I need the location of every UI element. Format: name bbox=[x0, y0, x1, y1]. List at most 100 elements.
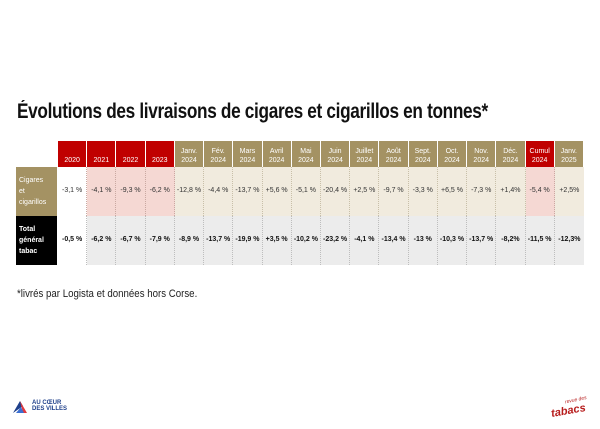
table-cell: -3,1 % bbox=[58, 167, 88, 216]
column-header-line-1: 2022 bbox=[122, 156, 139, 164]
column-header-line-2: 2024 bbox=[181, 156, 197, 164]
table-cell: -3,3 % bbox=[408, 167, 438, 216]
column-header-line-1: Janv. bbox=[560, 148, 577, 155]
row-label-line: général bbox=[19, 237, 44, 244]
row-label-line: cigarillos bbox=[19, 199, 47, 206]
table-cell: -10,3 % bbox=[437, 216, 468, 265]
page-title: Évolutions des livraisons de cigares et … bbox=[17, 100, 488, 123]
table-cell: +2,5% bbox=[554, 167, 584, 216]
table-cell: -12,3% bbox=[554, 216, 584, 265]
column-header-line-2: 2024 bbox=[239, 156, 256, 164]
column-header-line-1: 2023 bbox=[151, 156, 168, 164]
logo-mark-icon bbox=[12, 398, 28, 414]
table-cell: -13,7 % bbox=[467, 216, 497, 265]
row-label: Cigares et cigarillos bbox=[16, 167, 58, 216]
column-header: Mars 2024 bbox=[233, 141, 263, 167]
table-cell: -0,5 % bbox=[58, 216, 88, 265]
column-header-line-1: Janv. bbox=[180, 148, 198, 155]
row-label: Total général tabac bbox=[16, 216, 58, 265]
column-header: Avril 2024 bbox=[262, 141, 292, 167]
table-cell: -6,7 % bbox=[116, 216, 146, 265]
column-header-line-2: 2024 bbox=[502, 156, 519, 164]
column-header: Juillet 2024 bbox=[350, 141, 380, 167]
au-coeur-des-villes-logo: AU CŒUR DES VILLES bbox=[12, 398, 67, 414]
column-header-line-1: Sept. bbox=[414, 148, 431, 155]
revue-des-tabacs-logo: revue des tabacs bbox=[546, 395, 587, 420]
table-cell: -5,1 % bbox=[291, 167, 321, 216]
column-header-line-1: Cumul bbox=[529, 148, 550, 155]
footnote: *livrés par Logista et données hors Cors… bbox=[17, 288, 198, 300]
table-cell: -9,3 % bbox=[116, 167, 146, 216]
table-cell: +6,5 % bbox=[437, 167, 468, 216]
table-cell: -6,2 % bbox=[145, 167, 175, 216]
table-cell: -7,9 % bbox=[145, 216, 175, 265]
column-header: 2020 bbox=[58, 141, 88, 167]
column-header-line-2: 2024 bbox=[414, 156, 431, 164]
column-header-line-1: Août bbox=[386, 148, 401, 155]
column-header-line-2: 2024 bbox=[356, 156, 373, 164]
column-header-line-1: Fév. bbox=[211, 148, 225, 155]
column-header-line-2: 2024 bbox=[327, 156, 343, 164]
column-header: Déc. 2024 bbox=[496, 141, 526, 167]
column-header-line-2: 2024 bbox=[385, 156, 402, 164]
column-header: Janv. 2025 bbox=[554, 141, 584, 167]
column-header-line-2: 2024 bbox=[444, 156, 460, 164]
column-header-line-1: Oct. bbox=[445, 148, 459, 155]
column-header: Fév. 2024 bbox=[204, 141, 234, 167]
column-header: Janv. 2024 bbox=[174, 141, 205, 167]
row-label-line: et bbox=[19, 188, 25, 195]
table-cell: -13,4 % bbox=[379, 216, 409, 265]
column-header: Août 2024 bbox=[379, 141, 409, 167]
table-cell: -4,4 % bbox=[204, 167, 234, 216]
column-header-line-1: Déc. bbox=[503, 148, 518, 155]
row-label-line: Total bbox=[19, 226, 36, 233]
table-cell: -6,2 % bbox=[87, 216, 117, 265]
table-cell: -7,3 % bbox=[467, 167, 497, 216]
column-header-line-1: 2020 bbox=[64, 156, 80, 164]
column-header-line-1: Mai bbox=[300, 148, 312, 155]
column-header: Nov. 2024 bbox=[467, 141, 497, 167]
table-cell: -10,2 % bbox=[291, 216, 321, 265]
column-header: Juin 2024 bbox=[320, 141, 351, 167]
table-cell: -13,7 % bbox=[233, 167, 263, 216]
table-cell: -5,4 % bbox=[525, 167, 555, 216]
table-cell: -4,1 % bbox=[350, 216, 380, 265]
table-cell: +2,5 % bbox=[350, 167, 380, 216]
column-header-line-1: Juin bbox=[328, 148, 342, 155]
table-cell: -9,7 % bbox=[379, 167, 409, 216]
column-header-line-1: Mars bbox=[239, 148, 256, 155]
column-header: Mai 2024 bbox=[291, 141, 321, 167]
table-cell: -13,7 % bbox=[204, 216, 234, 265]
column-header: 2022 bbox=[116, 141, 146, 167]
logo-line-2: DES VILLES bbox=[32, 406, 68, 412]
table-cell: -4,1 % bbox=[87, 167, 117, 216]
table-cell: +1,4% bbox=[496, 167, 526, 216]
table-cell: -19,9 % bbox=[233, 216, 263, 265]
column-header-line-1: Nov. bbox=[474, 148, 489, 155]
header-corner bbox=[16, 141, 58, 167]
column-header: 2023 bbox=[145, 141, 175, 167]
table-cell: -23,2 % bbox=[320, 216, 351, 265]
table-cell: -12,8 % bbox=[174, 167, 205, 216]
column-header-line-2: 2024 bbox=[210, 156, 226, 164]
column-header-line-2: 2024 bbox=[473, 156, 489, 164]
column-header-line-1: Juillet bbox=[355, 148, 374, 155]
column-header-line-1: Avril bbox=[269, 148, 284, 155]
logo-line-1: AU CŒUR bbox=[32, 399, 62, 406]
column-header-line-2: 2024 bbox=[268, 156, 285, 164]
table-cell: -8,9 % bbox=[174, 216, 205, 265]
column-header: Oct. 2024 bbox=[437, 141, 468, 167]
deliveries-table: 2020 2021 2022 2023 Janv. 2024 Fév. 2024 Mars 202… bbox=[16, 141, 584, 265]
table-cell: -13 % bbox=[408, 216, 438, 265]
column-header: Cumul 2024 bbox=[525, 141, 555, 167]
table-cell: -20,4 % bbox=[320, 167, 351, 216]
table-cell: +5,6 % bbox=[262, 167, 292, 216]
column-header-line-1: 2021 bbox=[93, 156, 110, 164]
column-header-line-2: 2024 bbox=[531, 156, 548, 164]
table-cell: +3,5 % bbox=[262, 216, 292, 265]
column-header: 2021 bbox=[87, 141, 117, 167]
row-label-line: tabac bbox=[19, 248, 38, 255]
column-header: Sept. 2024 bbox=[408, 141, 438, 167]
table-cell: -11,5 % bbox=[525, 216, 555, 265]
row-label-line: Cigares bbox=[19, 177, 44, 184]
